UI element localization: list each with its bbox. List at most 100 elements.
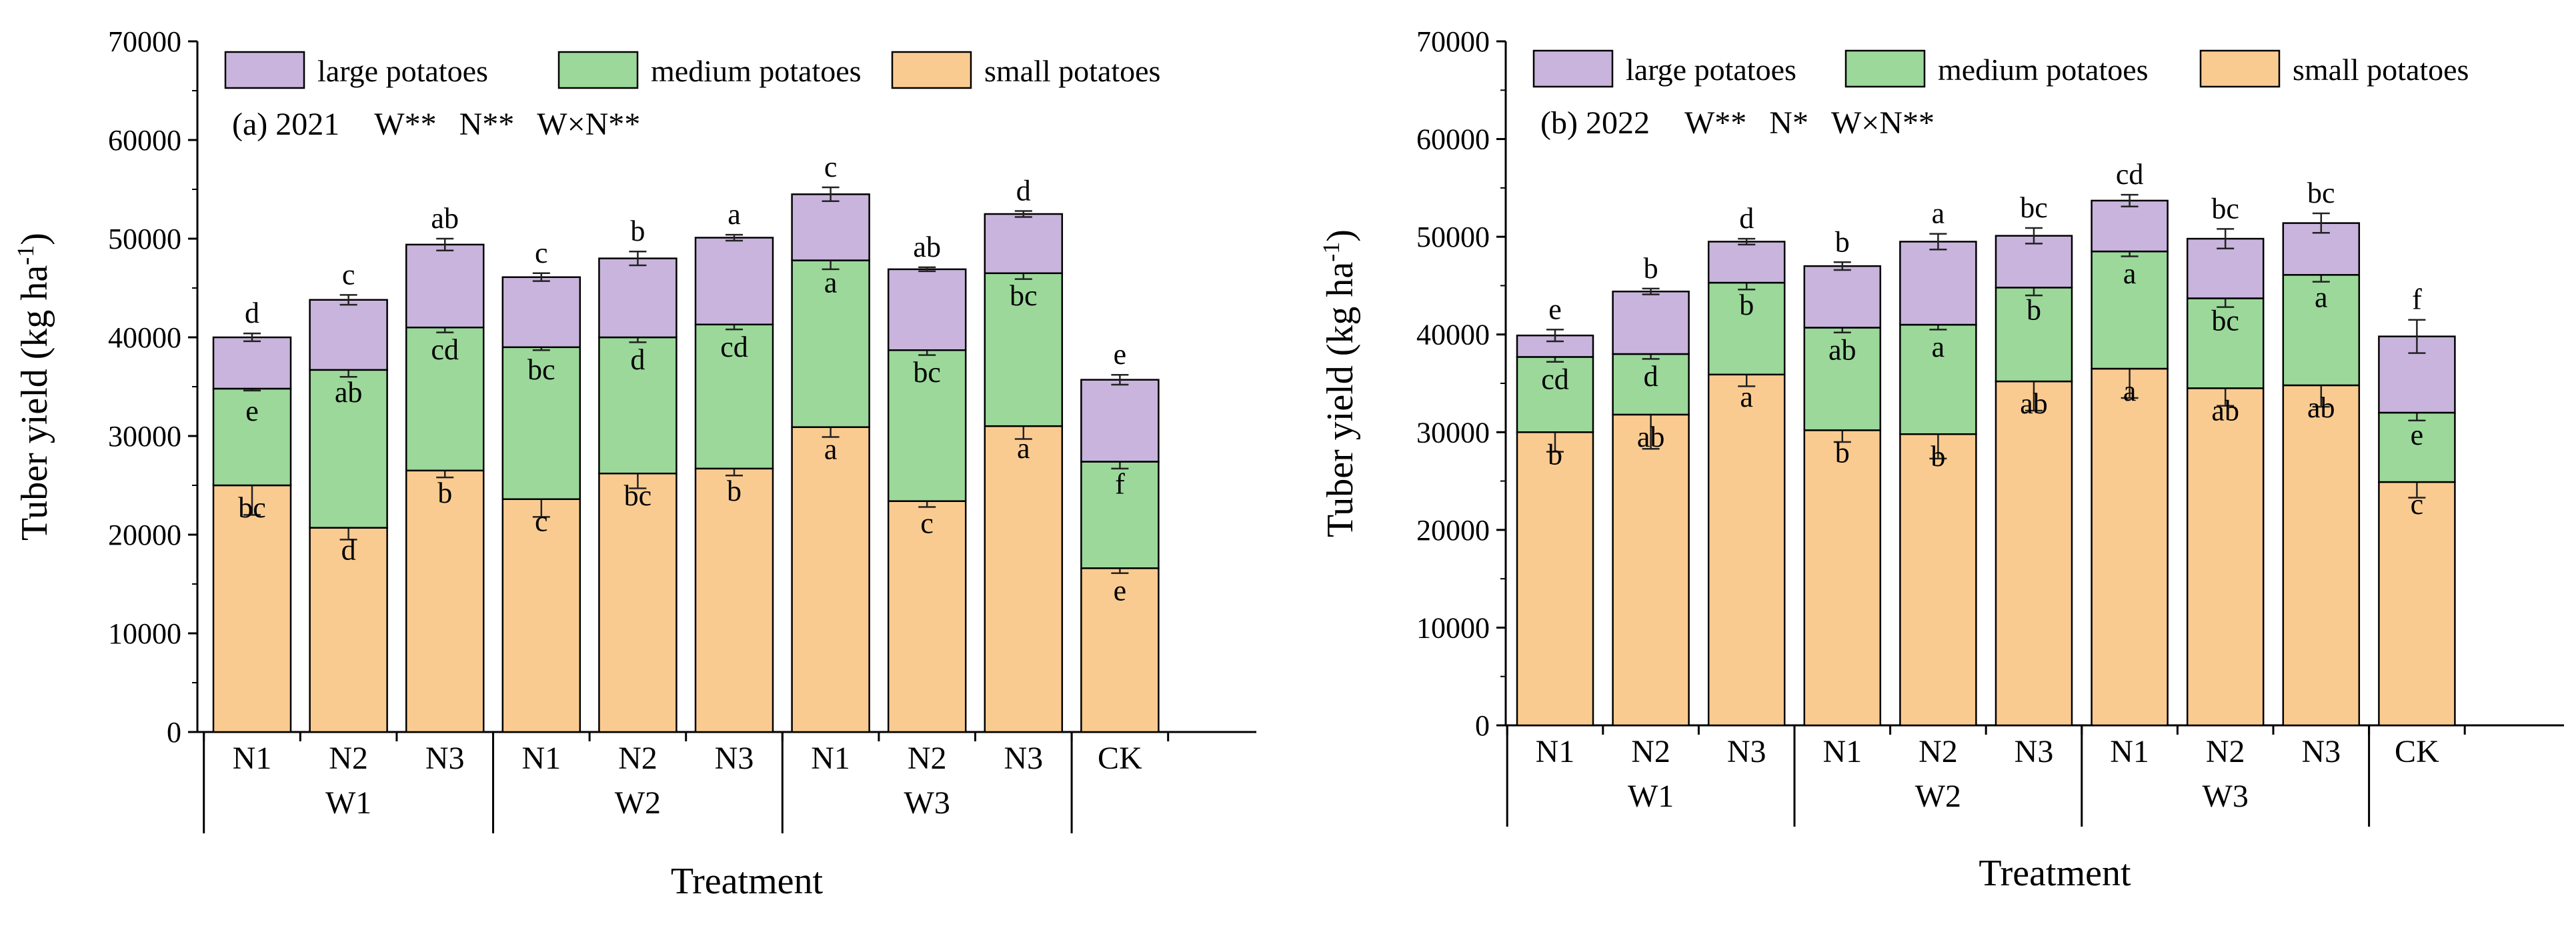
y-tick-label: 60000 [1416,123,1490,156]
group-label-w1: W1 [1628,779,1674,814]
x-axis-label: Treatment [671,861,824,902]
significance-letter: ab [1828,333,1856,366]
x-tick-label: N2 [2206,734,2245,769]
legend-swatch-large-potatoes [224,51,305,89]
significance-letter: d [1739,202,1754,235]
bar-segment-large-potatoes [887,268,967,351]
bar-segment-small-potatoes [2186,387,2265,727]
significance-term: W** [374,107,436,142]
bar-segment-small-potatoes [1612,413,1690,727]
bar-segment-medium-potatoes [2091,250,2169,370]
bar-segment-medium-potatoes [694,323,774,470]
y-tick-label: 50000 [108,223,181,255]
significance-letter: b [1644,252,1658,285]
bar-segment-large-potatoes [694,237,774,326]
y-tick-label: 40000 [1416,319,1490,351]
bar-segment-small-potatoes [791,426,870,733]
x-tick-label: N3 [2015,734,2054,769]
significance-letter: ab [1637,421,1665,453]
bar-segment-medium-potatoes [1803,327,1882,431]
x-tick-label: N1 [1822,734,1862,769]
significance-letter: bc [2211,192,2239,225]
group-label-w2: W2 [615,785,661,821]
x-tick-label: N3 [1727,734,1766,769]
bar-segment-large-potatoes [405,243,485,329]
significance-letter: ab [2307,391,2335,424]
significance-letter: c [342,258,355,291]
bar-segment-small-potatoes [212,484,292,733]
legend-label: medium potatoes [651,54,862,88]
bar-segment-small-potatoes [309,527,388,733]
significance-letter: e [1548,293,1562,325]
legend-swatch-medium-potatoes [1844,49,1926,88]
x-tick-label: CK [1098,741,1142,776]
y-tick-label: 20000 [108,519,181,551]
significance-letter: d [630,343,645,376]
significance-letter: cd [720,331,748,363]
significance-letter: cd [2116,158,2144,191]
significance-letter: bc [2307,177,2335,209]
x-tick-label: N3 [425,741,465,776]
bar-segment-large-potatoes [1707,241,1786,284]
significance-letter: b [727,475,742,507]
y-tick-label: 70000 [108,25,181,58]
bar-segment-small-potatoes [405,469,485,733]
legend-label: small potatoes [984,54,1160,88]
significance-letter: d [1644,360,1658,393]
bar-segment-medium-potatoes [309,369,388,529]
y-axis-label-text: Tuber yield (kg ha [14,265,55,541]
y-tick-label: 30000 [108,420,181,453]
legend-swatch-small-potatoes [891,51,972,89]
legend-label: large potatoes [317,54,488,88]
legend-label: medium potatoes [1938,53,2149,87]
significance-letter: bc [913,356,941,389]
significance-letter: a [728,198,741,231]
bar-segment-medium-potatoes [791,259,870,428]
legend-swatch-large-potatoes [1532,49,1614,88]
significance-letter: a [1017,432,1030,465]
bar-segment-medium-potatoes [1899,323,1977,435]
significance-letter: e [1114,338,1127,371]
x-tick-label: N1 [811,741,850,776]
significance-letter: bc [1010,279,1038,312]
x-tick-label: CK [2395,734,2439,769]
significance-letter: a [1740,381,1753,413]
bar-segment-small-potatoes [2282,384,2361,727]
bar-segment-medium-potatoes [984,272,1064,427]
bar-segment-medium-potatoes [2186,297,2265,389]
significance-letter: ab [2211,394,2239,427]
significance-letter: b [1548,438,1562,471]
bar-segment-small-potatoes [1516,431,1594,727]
y-tick-label: 0 [1475,709,1490,742]
bar-segment-medium-potatoes [1612,353,1690,416]
significance-letter: c [824,151,838,183]
significance-letter: d [1016,175,1031,207]
bar-segment-large-potatoes [1080,379,1160,463]
bar-segment-large-potatoes [501,276,581,349]
significance-letter: e [2411,419,2424,451]
legend-swatch-small-potatoes [2199,49,2281,88]
significance-letter: f [2412,283,2422,316]
significance-term: W×N** [537,107,640,142]
y-tick-label: 0 [167,716,181,749]
significance-letter: ab [2020,387,2048,420]
bar-segment-small-potatoes [694,467,774,733]
y-axis-label: Tuber yield (kg ha-1) [1318,229,1361,537]
significance-letter: c [2411,488,2424,521]
bar-segment-small-potatoes [984,425,1064,733]
significance-term: W×N** [1831,105,1935,141]
y-tick-label: 70000 [1416,25,1490,58]
x-tick-label: N2 [1631,734,1670,769]
y-axis-label-end: ) [1320,229,1361,242]
y-tick-label: 60000 [108,124,181,157]
bar-segment-large-potatoes [212,336,292,390]
significance-letter: e [245,395,259,427]
y-tick-label: 40000 [108,321,181,354]
x-tick-label: N3 [2301,734,2341,769]
bar-segment-large-potatoes [598,257,678,339]
significance-letter: cd [1541,363,1569,395]
significance-letter: bc [2020,191,2048,224]
significance-letter: bc [238,491,266,524]
significance-letter: a [1932,331,1945,363]
